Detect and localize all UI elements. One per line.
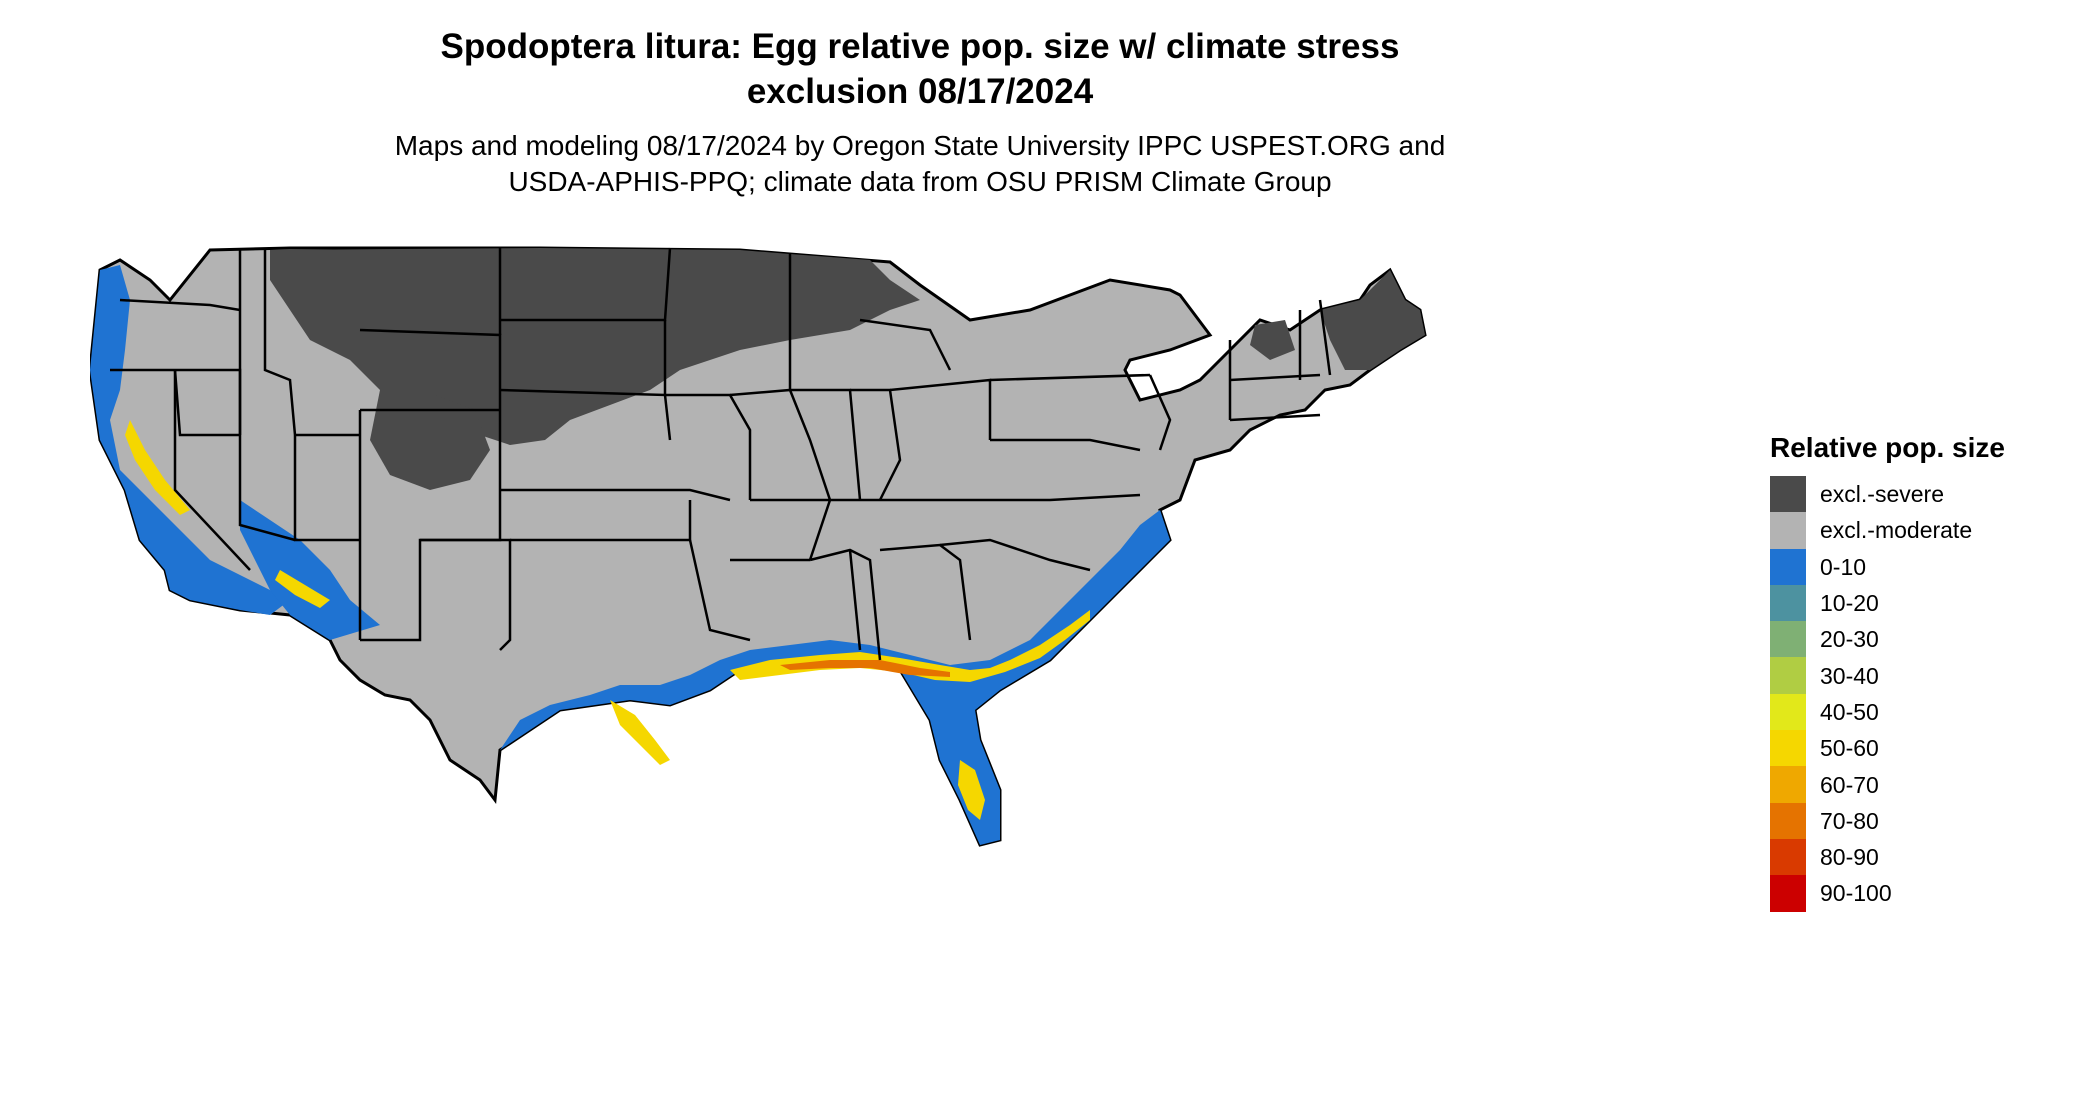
high-zone-texas bbox=[610, 700, 670, 765]
state-borders bbox=[110, 247, 1332, 661]
legend-label: 20-30 bbox=[1820, 626, 1879, 653]
legend-label: excl.-severe bbox=[1820, 481, 1944, 508]
severe-exclusion-adirondacks bbox=[1250, 320, 1295, 360]
legend-swatch bbox=[1770, 693, 1806, 731]
legend-item: 0-10 bbox=[1770, 548, 2070, 585]
legend-label: 80-90 bbox=[1820, 844, 1879, 871]
us-risk-map bbox=[90, 240, 1750, 1120]
legend-item: excl.-moderate bbox=[1770, 512, 2070, 549]
legend-label: 0-10 bbox=[1820, 553, 1867, 580]
legend-label: excl.-moderate bbox=[1820, 517, 1973, 544]
legend-swatch bbox=[1770, 730, 1806, 767]
legend-item: excl.-severe bbox=[1770, 476, 2070, 513]
legend-swatch bbox=[1770, 512, 1806, 549]
legend-item: 50-60 bbox=[1770, 730, 2070, 767]
legend-swatch bbox=[1770, 657, 1806, 694]
legend-label: 70-80 bbox=[1820, 807, 1879, 834]
legend-label: 40-50 bbox=[1820, 698, 1879, 725]
legend-label: 30-40 bbox=[1820, 662, 1879, 689]
severe-exclusion-rockies bbox=[370, 390, 490, 490]
high-zone-florida bbox=[958, 760, 985, 820]
legend-swatch bbox=[1770, 584, 1806, 622]
legend-swatch bbox=[1770, 621, 1806, 658]
map-title-line1: Spodoptera litura: Egg relative pop. siz… bbox=[440, 27, 1400, 66]
low-zone-pacific bbox=[90, 265, 290, 615]
legend-item: 30-40 bbox=[1770, 657, 2070, 694]
legend-swatch bbox=[1770, 875, 1806, 912]
legend-swatch bbox=[1770, 802, 1806, 839]
map-subtitle-line2: USDA-APHIS-PPQ; climate data from OSU PR… bbox=[508, 166, 1332, 197]
legend-item: 60-70 bbox=[1770, 766, 2070, 803]
legend-swatch bbox=[1770, 838, 1806, 876]
map-subtitle-line1: Maps and modeling 08/17/2024 by Oregon S… bbox=[394, 130, 1446, 161]
legend-items: excl.-severe excl.-moderate 0-10 10-20 20-30… bbox=[1770, 476, 2070, 912]
legend-item: 80-90 bbox=[1770, 838, 2070, 876]
legend-label: 60-70 bbox=[1820, 771, 1879, 798]
legend-swatch bbox=[1770, 476, 1806, 513]
us-map-svg bbox=[90, 246, 1427, 847]
map-title-line2: exclusion 08/17/2024 bbox=[746, 72, 1094, 111]
legend-item: 20-30 bbox=[1770, 621, 2070, 658]
legend-title: Relative pop. size bbox=[1770, 432, 2005, 463]
legend-item: 10-20 bbox=[1770, 584, 2070, 622]
legend-swatch bbox=[1770, 766, 1806, 803]
legend-item: 90-100 bbox=[1770, 875, 2070, 912]
legend: Relative pop. size excl.-severe excl.-mod… bbox=[1770, 430, 2070, 912]
high-zone-california bbox=[125, 420, 190, 515]
severe-exclusion-northeast bbox=[1320, 270, 1425, 370]
high-zone-gulf-orange bbox=[780, 660, 950, 677]
high-zone-arizona bbox=[275, 570, 330, 608]
legend-label: 90-100 bbox=[1820, 880, 1892, 907]
legend-label: 50-60 bbox=[1820, 735, 1879, 762]
legend-label: 10-20 bbox=[1820, 590, 1879, 617]
legend-swatch bbox=[1770, 548, 1806, 585]
legend-item: 40-50 bbox=[1770, 693, 2070, 731]
legend-item: 70-80 bbox=[1770, 802, 2070, 839]
